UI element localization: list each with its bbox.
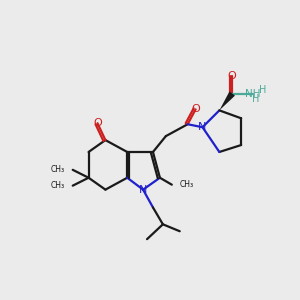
Text: NH: NH: [245, 88, 261, 98]
Text: N: N: [198, 122, 207, 132]
Text: N: N: [139, 184, 147, 195]
Text: H: H: [252, 94, 260, 104]
Polygon shape: [219, 92, 235, 110]
Text: H: H: [259, 85, 267, 94]
Text: O: O: [93, 118, 102, 128]
Text: O: O: [228, 71, 237, 81]
Text: CH₃: CH₃: [51, 165, 65, 174]
Text: CH₃: CH₃: [180, 180, 194, 189]
Text: CH₃: CH₃: [51, 181, 65, 190]
Text: O: O: [191, 104, 200, 114]
